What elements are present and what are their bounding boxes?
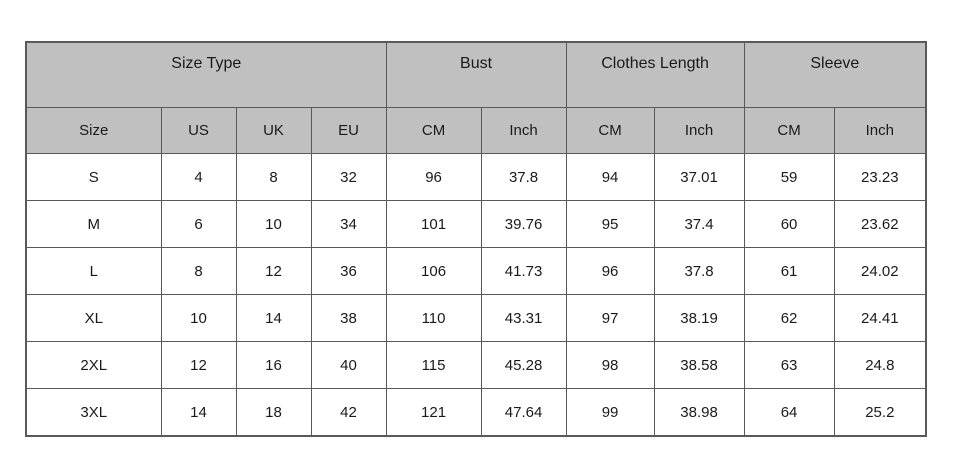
value-cell: 8 <box>160 247 237 295</box>
column-header-uk: UK <box>235 107 312 154</box>
value-cell: 23.62 <box>833 200 927 248</box>
table-row: S 4 8 32 96 37.8 94 37.01 59 23.23 <box>25 153 927 201</box>
value-cell: 37.01 <box>653 153 745 201</box>
value-cell: 96 <box>385 153 482 201</box>
group-header-size-type: Size Type <box>25 41 387 108</box>
column-header-row: Size US UK EU CM Inch CM Inch CM Inch <box>25 107 927 154</box>
size-chart-table: Size Type Bust Clothes Length Sleeve Siz… <box>25 41 928 437</box>
table-row: XL 10 14 38 110 43.31 97 38.19 62 24.41 <box>25 294 927 342</box>
value-cell: 25.2 <box>833 388 927 437</box>
value-cell: 96 <box>565 247 655 295</box>
group-header-bust: Bust <box>385 41 567 108</box>
value-cell: 24.8 <box>833 341 927 389</box>
group-header-sleeve: Sleeve <box>743 41 927 108</box>
value-cell: 60 <box>743 200 835 248</box>
value-cell: 38.58 <box>653 341 745 389</box>
size-label-cell: M <box>25 200 162 248</box>
value-cell: 12 <box>160 341 237 389</box>
value-cell: 121 <box>385 388 482 437</box>
value-cell: 36 <box>310 247 387 295</box>
value-cell: 110 <box>385 294 482 342</box>
size-label-cell: 3XL <box>25 388 162 437</box>
value-cell: 18 <box>235 388 312 437</box>
value-cell: 59 <box>743 153 835 201</box>
value-cell: 23.23 <box>833 153 927 201</box>
value-cell: 41.73 <box>480 247 567 295</box>
value-cell: 8 <box>235 153 312 201</box>
value-cell: 115 <box>385 341 482 389</box>
column-header-size: Size <box>25 107 162 154</box>
column-header-sleeve-cm: CM <box>743 107 835 154</box>
size-table-body: S 4 8 32 96 37.8 94 37.01 59 23.23 M 6 10 34 101 39.76 9… <box>25 153 927 437</box>
value-cell: 42 <box>310 388 387 437</box>
value-cell: 34 <box>310 200 387 248</box>
size-label-cell: L <box>25 247 162 295</box>
value-cell: 45.28 <box>480 341 567 389</box>
column-header-bust-cm: CM <box>385 107 482 154</box>
size-label-cell: S <box>25 153 162 201</box>
value-cell: 98 <box>565 341 655 389</box>
value-cell: 37.4 <box>653 200 745 248</box>
value-cell: 43.31 <box>480 294 567 342</box>
value-cell: 14 <box>160 388 237 437</box>
table-row: 2XL 12 16 40 115 45.28 98 38.58 63 24.8 <box>25 341 927 389</box>
value-cell: 12 <box>235 247 312 295</box>
value-cell: 10 <box>235 200 312 248</box>
value-cell: 99 <box>565 388 655 437</box>
value-cell: 32 <box>310 153 387 201</box>
value-cell: 94 <box>565 153 655 201</box>
value-cell: 61 <box>743 247 835 295</box>
value-cell: 63 <box>743 341 835 389</box>
value-cell: 38.98 <box>653 388 745 437</box>
value-cell: 38 <box>310 294 387 342</box>
value-cell: 37.8 <box>653 247 745 295</box>
column-header-clothes-length-cm: CM <box>565 107 655 154</box>
column-header-us: US <box>160 107 237 154</box>
value-cell: 14 <box>235 294 312 342</box>
value-cell: 64 <box>743 388 835 437</box>
value-cell: 95 <box>565 200 655 248</box>
value-cell: 24.02 <box>833 247 927 295</box>
column-header-sleeve-inch: Inch <box>833 107 927 154</box>
value-cell: 47.64 <box>480 388 567 437</box>
value-cell: 101 <box>385 200 482 248</box>
table-row: L 8 12 36 106 41.73 96 37.8 61 24.02 <box>25 247 927 295</box>
column-header-bust-inch: Inch <box>480 107 567 154</box>
size-label-cell: 2XL <box>25 341 162 389</box>
value-cell: 4 <box>160 153 237 201</box>
table-row: 3XL 14 18 42 121 47.64 99 38.98 64 25.2 <box>25 388 927 437</box>
value-cell: 39.76 <box>480 200 567 248</box>
value-cell: 24.41 <box>833 294 927 342</box>
column-header-clothes-length-inch: Inch <box>653 107 745 154</box>
group-header-row: Size Type Bust Clothes Length Sleeve <box>25 41 927 108</box>
value-cell: 106 <box>385 247 482 295</box>
value-cell: 10 <box>160 294 237 342</box>
value-cell: 62 <box>743 294 835 342</box>
group-header-clothes-length: Clothes Length <box>565 41 745 108</box>
column-header-eu: EU <box>310 107 387 154</box>
value-cell: 37.8 <box>480 153 567 201</box>
table-row: M 6 10 34 101 39.76 95 37.4 60 23.62 <box>25 200 927 248</box>
value-cell: 40 <box>310 341 387 389</box>
value-cell: 97 <box>565 294 655 342</box>
value-cell: 38.19 <box>653 294 745 342</box>
size-label-cell: XL <box>25 294 162 342</box>
value-cell: 6 <box>160 200 237 248</box>
value-cell: 16 <box>235 341 312 389</box>
